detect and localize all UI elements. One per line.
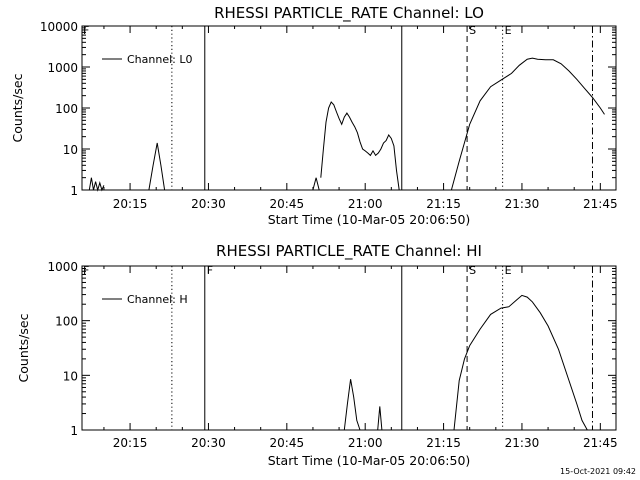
series-line — [450, 57, 605, 191]
x-tick-label: 21:30 — [505, 436, 540, 450]
y-tick-label: 100 — [55, 102, 78, 116]
series-line — [343, 379, 361, 431]
generation-timestamp: 15-Oct-2021 09:42 — [560, 467, 636, 476]
chart-title: RHESSI PARTICLE_RATE Channel: HI — [216, 242, 482, 261]
y-tick-label: 1 — [70, 424, 78, 438]
x-tick-label: 20:30 — [191, 197, 226, 211]
series-line — [88, 177, 105, 192]
series-line — [148, 142, 166, 191]
x-tick-label: 20:45 — [270, 197, 305, 211]
y-tick-label: 1000 — [47, 260, 78, 274]
event-marker-label: E — [505, 264, 512, 277]
y-tick-label: 1 — [70, 184, 78, 198]
x-tick-label: 21:30 — [505, 197, 540, 211]
plot-frame — [81, 25, 617, 191]
x-tick-label: 21:15 — [426, 197, 461, 211]
plot-frame — [81, 265, 617, 431]
x-tick-label: 21:45 — [583, 197, 618, 211]
y-tick-label: 100 — [55, 315, 78, 329]
series-line — [377, 406, 383, 431]
legend-entry: Channel: L0 — [127, 53, 193, 66]
flag-label: F — [83, 24, 89, 37]
y-axis-label: Counts/sec — [10, 73, 25, 142]
x-tick-label: 21:45 — [583, 436, 618, 450]
y-tick-label: 10 — [63, 369, 78, 383]
x-tick-label: 20:15 — [113, 197, 148, 211]
x-tick-label: 21:15 — [426, 436, 461, 450]
x-tick-label: 20:15 — [113, 436, 148, 450]
x-axis-label: Start Time (10-Mar-05 20:06:50) — [268, 212, 471, 227]
y-tick-label: 10 — [63, 143, 78, 157]
flag-label: F — [83, 264, 89, 277]
hi-channel-panel: RHESSI PARTICLE_RATE Channel: HI 20:15 20:… — [16, 242, 618, 468]
event-marker-label: S — [469, 24, 476, 37]
series-line — [320, 101, 400, 191]
y-tick-label: 1000 — [47, 61, 78, 75]
x-tick-label: 20:45 — [270, 436, 305, 450]
series-line — [312, 177, 320, 191]
x-axis-label: Start Time (10-Mar-05 20:06:50) — [268, 453, 471, 468]
event-marker-label: S — [469, 264, 476, 277]
y-tick-label: 10000 — [40, 20, 78, 34]
x-tick-label: 21:00 — [348, 436, 383, 450]
y-axis-label: Counts/sec — [16, 313, 31, 382]
x-tick-label: 20:30 — [191, 436, 226, 450]
lo-channel-panel: RHESSI PARTICLE_RATE Channel: LO 20:15 20:… — [10, 4, 618, 227]
legend-entry: Channel: H — [127, 293, 188, 306]
series-line — [453, 294, 588, 431]
event-marker-label: F — [207, 264, 213, 277]
x-tick-label: 21:00 — [348, 197, 383, 211]
event-marker-label: E — [505, 24, 512, 37]
chart-title: RHESSI PARTICLE_RATE Channel: LO — [214, 4, 484, 23]
